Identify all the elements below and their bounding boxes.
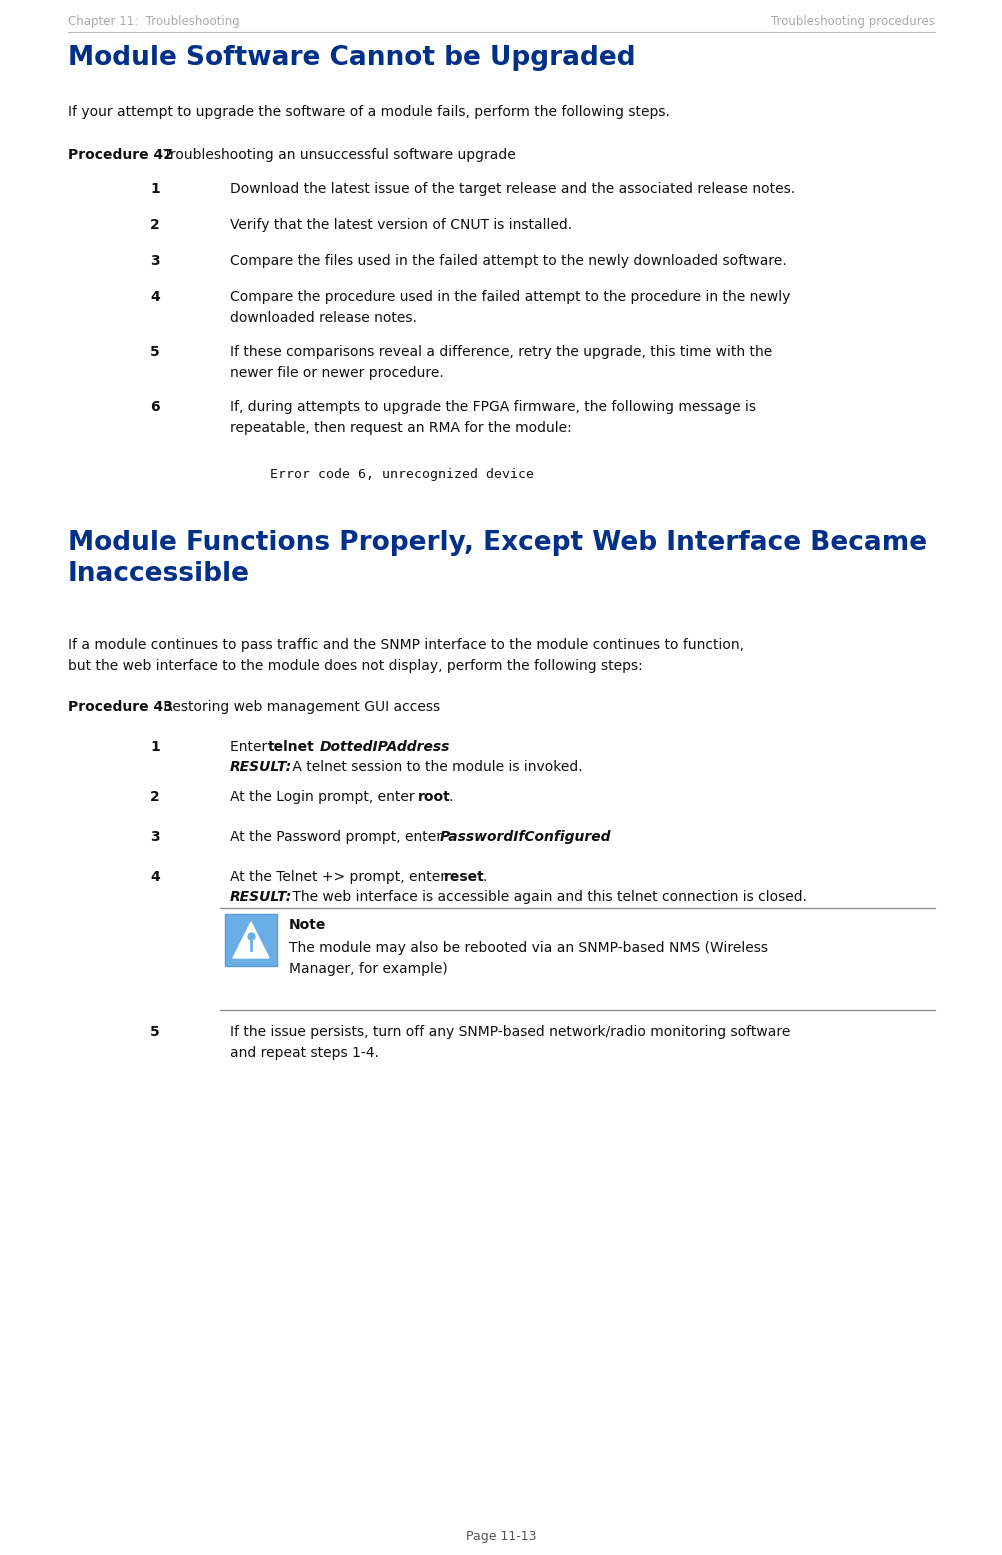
Text: RESULT:: RESULT:: [229, 889, 292, 903]
Text: If, during attempts to upgrade the FPGA firmware, the following message is
repea: If, during attempts to upgrade the FPGA …: [229, 400, 756, 434]
FancyBboxPatch shape: [224, 914, 277, 966]
Text: 5: 5: [150, 345, 160, 359]
Text: Enter: Enter: [229, 740, 272, 754]
Text: The web interface is accessible again and this telnet connection is closed.: The web interface is accessible again an…: [288, 889, 807, 903]
Text: .: .: [435, 740, 439, 754]
Text: Compare the files used in the failed attempt to the newly downloaded software.: Compare the files used in the failed att…: [229, 253, 786, 267]
Text: Troubleshooting an unsuccessful software upgrade: Troubleshooting an unsuccessful software…: [159, 148, 515, 162]
Text: 3: 3: [150, 830, 160, 844]
Text: 5: 5: [150, 1025, 160, 1039]
Text: 1: 1: [150, 182, 160, 196]
Text: The module may also be rebooted via an SNMP-based NMS (Wireless
Manager, for exa: The module may also be rebooted via an S…: [289, 941, 768, 975]
Text: Compare the procedure used in the failed attempt to the procedure in the newly
d: Compare the procedure used in the failed…: [229, 289, 790, 325]
Text: 6: 6: [150, 400, 160, 414]
Text: DottedIPAddress: DottedIPAddress: [320, 740, 450, 754]
Text: Download the latest issue of the target release and the associated release notes: Download the latest issue of the target …: [229, 182, 795, 196]
Text: Procedure 42: Procedure 42: [68, 148, 172, 162]
Text: Restoring web management GUI access: Restoring web management GUI access: [159, 700, 440, 714]
Text: telnet: telnet: [268, 740, 315, 754]
Text: Module Functions Properly, Except Web Interface Became
Inaccessible: Module Functions Properly, Except Web In…: [68, 530, 926, 586]
Text: If your attempt to upgrade the software of a module fails, perform the following: If your attempt to upgrade the software …: [68, 106, 669, 120]
Text: root: root: [418, 790, 450, 804]
Text: Verify that the latest version of CNUT is installed.: Verify that the latest version of CNUT i…: [229, 218, 571, 232]
Text: Page 11-13: Page 11-13: [466, 1530, 536, 1543]
Text: If a module continues to pass traffic and the SNMP interface to the module conti: If a module continues to pass traffic an…: [68, 638, 743, 673]
Text: 4: 4: [150, 289, 160, 303]
Text: If the issue persists, turn off any SNMP-based network/radio monitoring software: If the issue persists, turn off any SNMP…: [229, 1025, 790, 1059]
Text: PasswordIfConfigured: PasswordIfConfigured: [440, 830, 611, 844]
Text: .: .: [449, 790, 453, 804]
Text: At the Password prompt, enter: At the Password prompt, enter: [229, 830, 446, 844]
Text: reset: reset: [444, 869, 484, 883]
Text: Troubleshooting procedures: Troubleshooting procedures: [771, 16, 934, 28]
Text: 1: 1: [150, 740, 160, 754]
Text: Procedure 43: Procedure 43: [68, 700, 172, 714]
Text: At the Telnet +> prompt, enter: At the Telnet +> prompt, enter: [229, 869, 450, 883]
Text: Chapter 11:  Troubleshooting: Chapter 11: Troubleshooting: [68, 16, 239, 28]
Text: Error code 6, unrecognized device: Error code 6, unrecognized device: [270, 468, 533, 480]
Text: Module Software Cannot be Upgraded: Module Software Cannot be Upgraded: [68, 45, 635, 72]
Text: 4: 4: [150, 869, 160, 883]
Text: 2: 2: [150, 218, 160, 232]
Text: .: .: [482, 869, 486, 883]
Text: 3: 3: [150, 253, 160, 267]
Polygon shape: [232, 922, 269, 958]
Text: 2: 2: [150, 790, 160, 804]
Text: .: .: [591, 830, 596, 844]
Text: A telnet session to the module is invoked.: A telnet session to the module is invoke…: [288, 760, 582, 774]
Text: Note: Note: [289, 917, 326, 931]
Text: At the Login prompt, enter: At the Login prompt, enter: [229, 790, 419, 804]
Text: RESULT:: RESULT:: [229, 760, 292, 774]
Text: If these comparisons reveal a difference, retry the upgrade, this time with the
: If these comparisons reveal a difference…: [229, 345, 772, 379]
